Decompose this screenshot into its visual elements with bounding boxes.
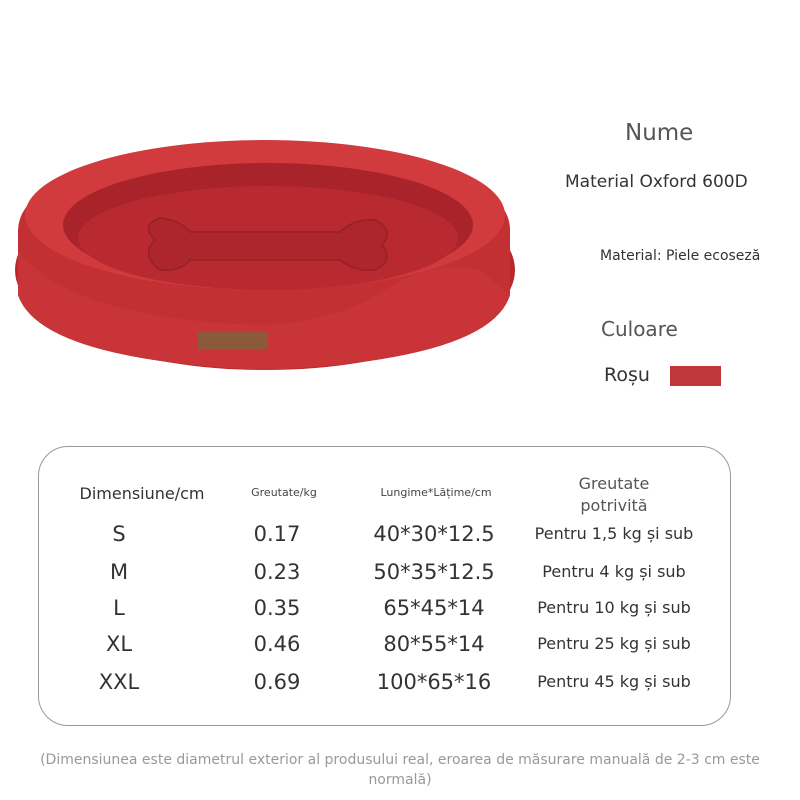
table-cell: S: [112, 522, 126, 546]
color-value: Roșu: [604, 364, 650, 386]
footnote: (Dimensiunea este diametrul exterior al …: [40, 752, 760, 788]
name-value: Material Oxford 600D: [565, 172, 748, 192]
table-cell: 50*35*12.5: [373, 560, 495, 584]
table-cell: 65*45*14: [383, 596, 485, 620]
table-cell: Pentru 4 kg și sub: [542, 562, 686, 581]
material-text: Material: Piele ecoseză: [600, 248, 761, 264]
table-cell: 100*65*16: [376, 670, 492, 694]
table-cell: 0.23: [253, 560, 301, 584]
table-cell: 0.46: [253, 632, 301, 656]
table-cell: 0.35: [253, 596, 301, 620]
table-cell: Pentru 45 kg și sub: [537, 672, 691, 691]
table-cell: Pentru 25 kg și sub: [537, 634, 691, 653]
table-cell: XL: [105, 632, 133, 656]
header-dimensions: Lungime*Lățime/cm: [380, 486, 492, 499]
table-cell: L: [113, 596, 125, 620]
header-suitable-weight: Greutate potrivită: [578, 474, 650, 515]
table-cell: 40*30*12.5: [373, 522, 495, 546]
header-weight: Greutate/kg: [251, 486, 317, 499]
table-cell: 80*55*14: [383, 632, 485, 656]
table-cell: 0.17: [253, 522, 301, 546]
table-cell: M: [109, 560, 129, 584]
table-cell: Pentru 10 kg și sub: [537, 598, 691, 617]
size-table: [38, 446, 731, 726]
color-label: Culoare: [601, 317, 678, 341]
color-swatch: [670, 366, 721, 386]
table-cell: XXL: [98, 670, 140, 694]
dog-bed-image: [15, 140, 515, 370]
table-cell: Pentru 1,5 kg și sub: [534, 524, 694, 543]
table-cell: 0.69: [253, 670, 301, 694]
name-label: Nume: [625, 120, 694, 146]
header-size: Dimensiune/cm: [79, 484, 205, 503]
